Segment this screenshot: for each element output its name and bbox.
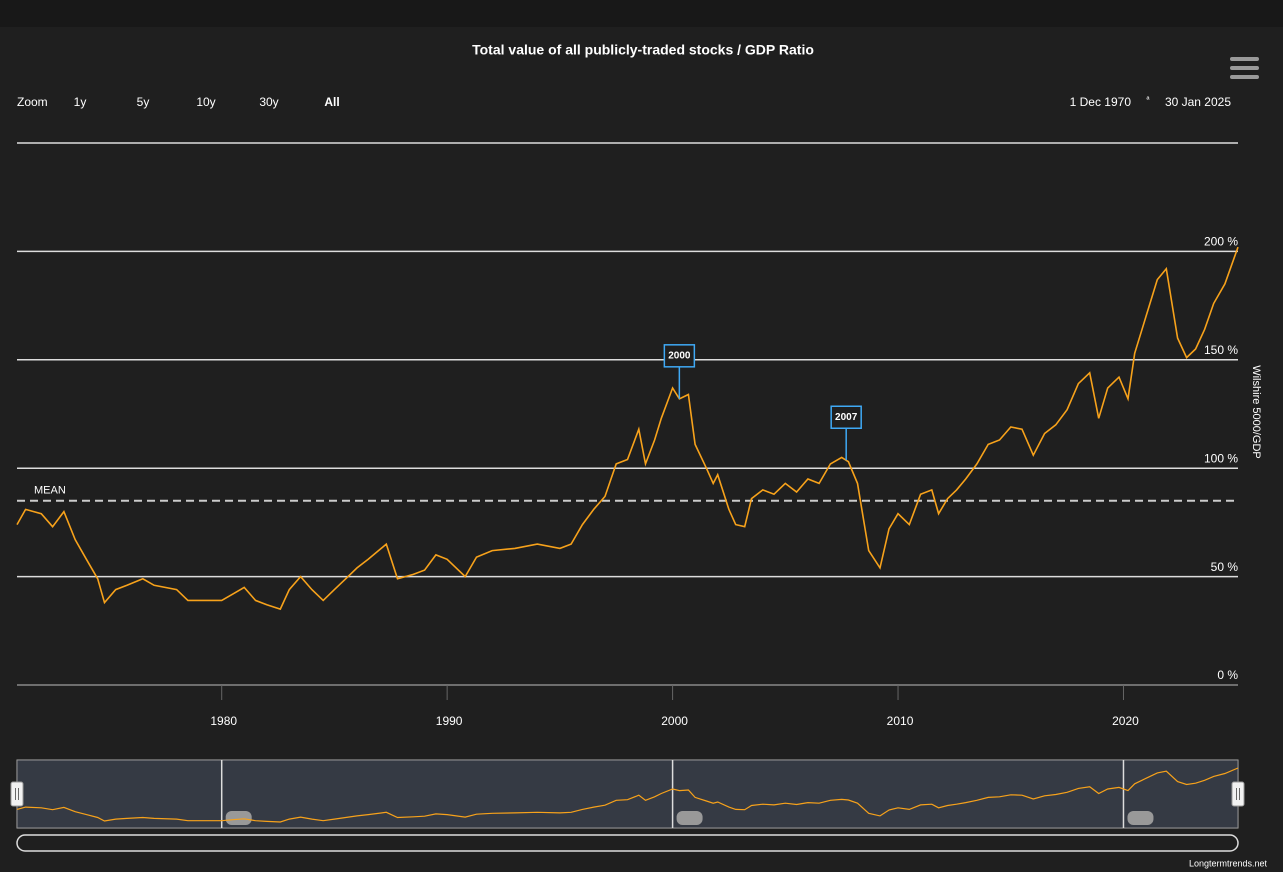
zoom-label: Zoom xyxy=(17,95,48,109)
mean-label: MEAN xyxy=(34,485,66,497)
navigator-mask xyxy=(17,760,1238,828)
x-tick-label: 2010 xyxy=(887,714,914,728)
y-tick-label: 100 % xyxy=(1204,451,1238,465)
menu-bar xyxy=(1230,66,1259,70)
zoom-button[interactable]: 10y xyxy=(196,95,215,109)
series-line xyxy=(16,246,1239,611)
zoom-button[interactable]: All xyxy=(324,95,339,109)
menu-bar xyxy=(1230,57,1259,61)
menu-bar xyxy=(1230,75,1259,79)
flag-box xyxy=(663,344,696,368)
zoom-button[interactable]: 1y xyxy=(74,95,87,109)
credit[interactable]: Longtermtrends.net xyxy=(1189,858,1268,868)
range-to[interactable]: 30 Jan 2025 xyxy=(1165,95,1231,109)
navigator-handle-deco xyxy=(676,811,703,825)
navigator-handle[interactable] xyxy=(10,781,24,807)
zoom-button[interactable]: 30y xyxy=(259,95,278,109)
y-axis-title: Wilshire 5000/GDP xyxy=(1250,365,1262,459)
range-separator: ª xyxy=(1147,95,1150,104)
zoom-button[interactable]: 5y xyxy=(137,95,150,109)
y-tick-label: 200 % xyxy=(1204,235,1238,249)
navigator-handle-deco xyxy=(1127,811,1154,825)
flag-box xyxy=(830,405,862,430)
x-tick-label: 2000 xyxy=(661,714,688,728)
y-tick-label: 0 % xyxy=(1217,668,1238,682)
chart-title: Total value of all publicly-traded stock… xyxy=(472,42,814,58)
navigator-handle[interactable] xyxy=(1231,781,1245,807)
flag-label: 2000 xyxy=(668,350,691,361)
x-tick-label: 2020 xyxy=(1112,714,1139,728)
x-tick-label: 1990 xyxy=(436,714,463,728)
x-tick-label: 1980 xyxy=(210,714,237,728)
y-tick-label: 50 % xyxy=(1211,560,1239,574)
navigator-line xyxy=(16,767,1239,823)
navigator-handle-deco xyxy=(225,811,252,825)
range-from[interactable]: 1 Dec 1970 xyxy=(1070,95,1132,109)
menu-button[interactable] xyxy=(1230,57,1259,79)
scrollbar[interactable] xyxy=(16,834,1239,852)
y-tick-label: 150 % xyxy=(1204,343,1238,357)
top-bar xyxy=(0,0,1283,27)
flag-label: 2007 xyxy=(835,412,858,423)
